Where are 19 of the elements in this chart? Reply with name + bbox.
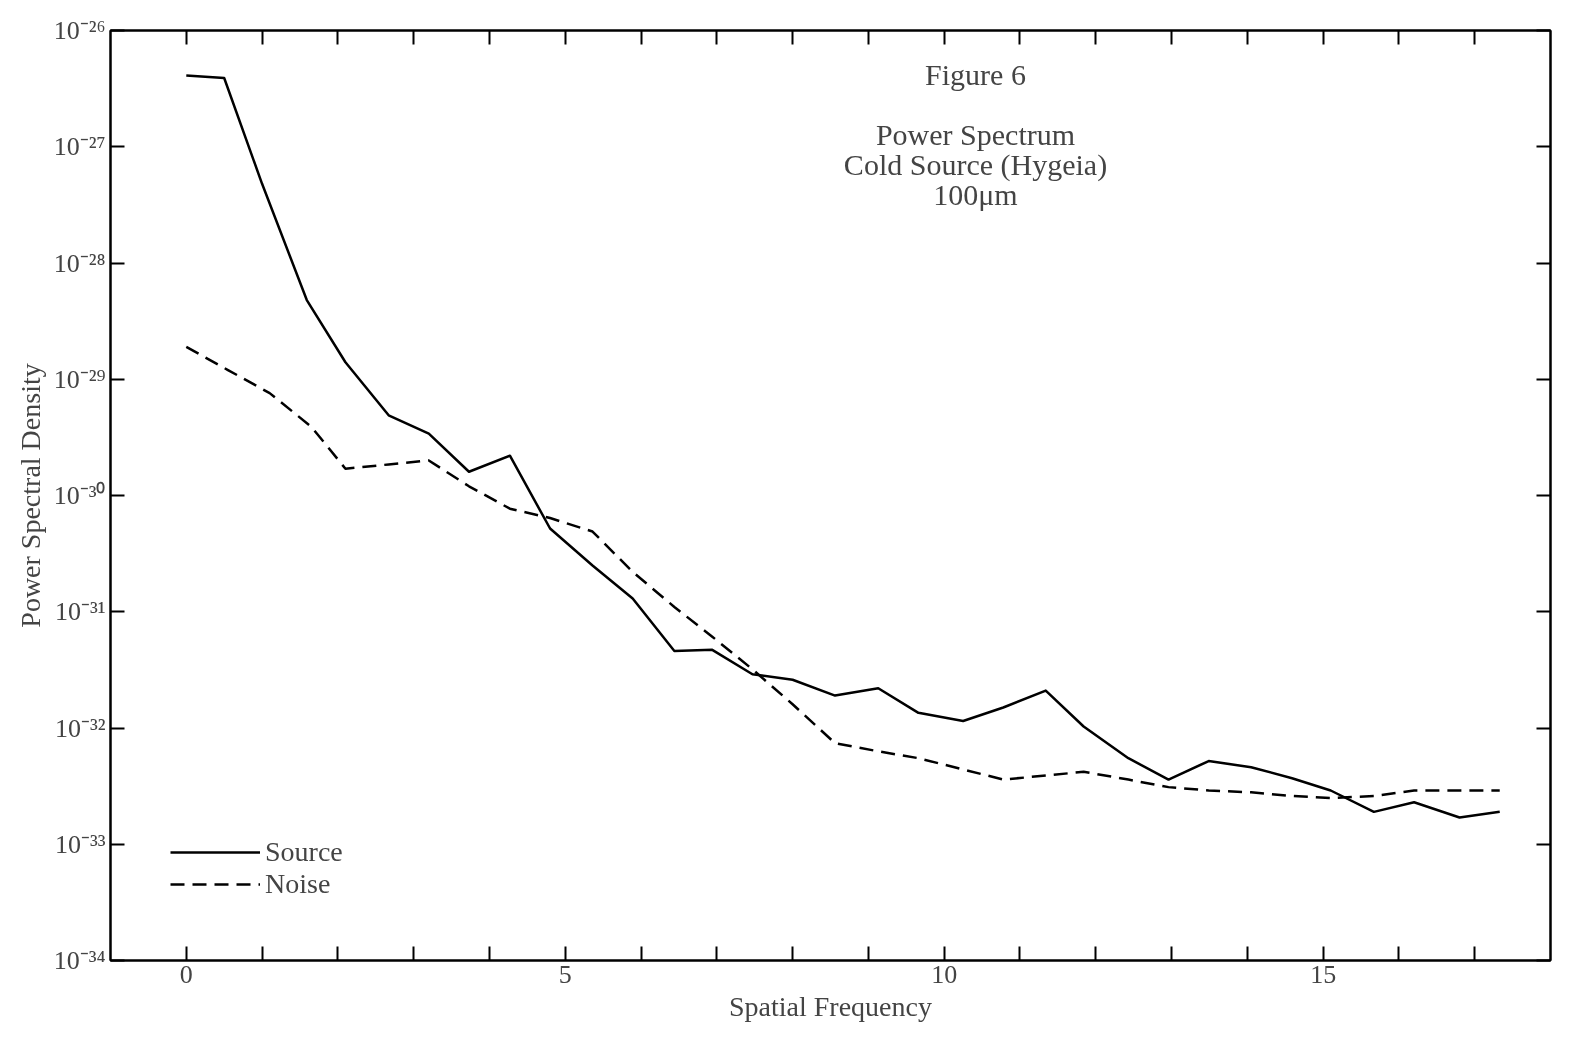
- y-tick-label: 10⁻²⁹: [53, 364, 106, 394]
- y-tick-label: 10⁻²⁷: [53, 132, 106, 162]
- y-tick-label: 10⁻³⁴: [53, 946, 106, 975]
- legend-label: Source: [265, 836, 343, 868]
- y-tick-label: 10⁻²⁸: [53, 248, 106, 278]
- y-tick-label: 10⁻³¹: [54, 597, 106, 627]
- x-tick-label: 15: [1310, 959, 1337, 989]
- y-tick-label: 10⁻³²: [54, 713, 106, 743]
- y-tick-label: 10⁻²⁶: [53, 16, 106, 45]
- y-tick-label: 10⁻³⁰: [53, 481, 106, 510]
- x-tick-label: 5: [558, 959, 572, 989]
- text: Power Spectrum Cold Source (Hygeia) 100μm: [843, 117, 1108, 211]
- text: Figure 6: [925, 57, 1026, 91]
- y-tick-label: 10⁻³³: [54, 829, 106, 859]
- x-tick-label: 0: [179, 959, 193, 989]
- y-axis-title: Power Spectral Density: [14, 363, 46, 628]
- legend-label: Noise: [265, 868, 331, 900]
- x-tick-label: 10: [931, 959, 958, 989]
- x-axis-title: Spatial Frequency: [729, 990, 932, 1022]
